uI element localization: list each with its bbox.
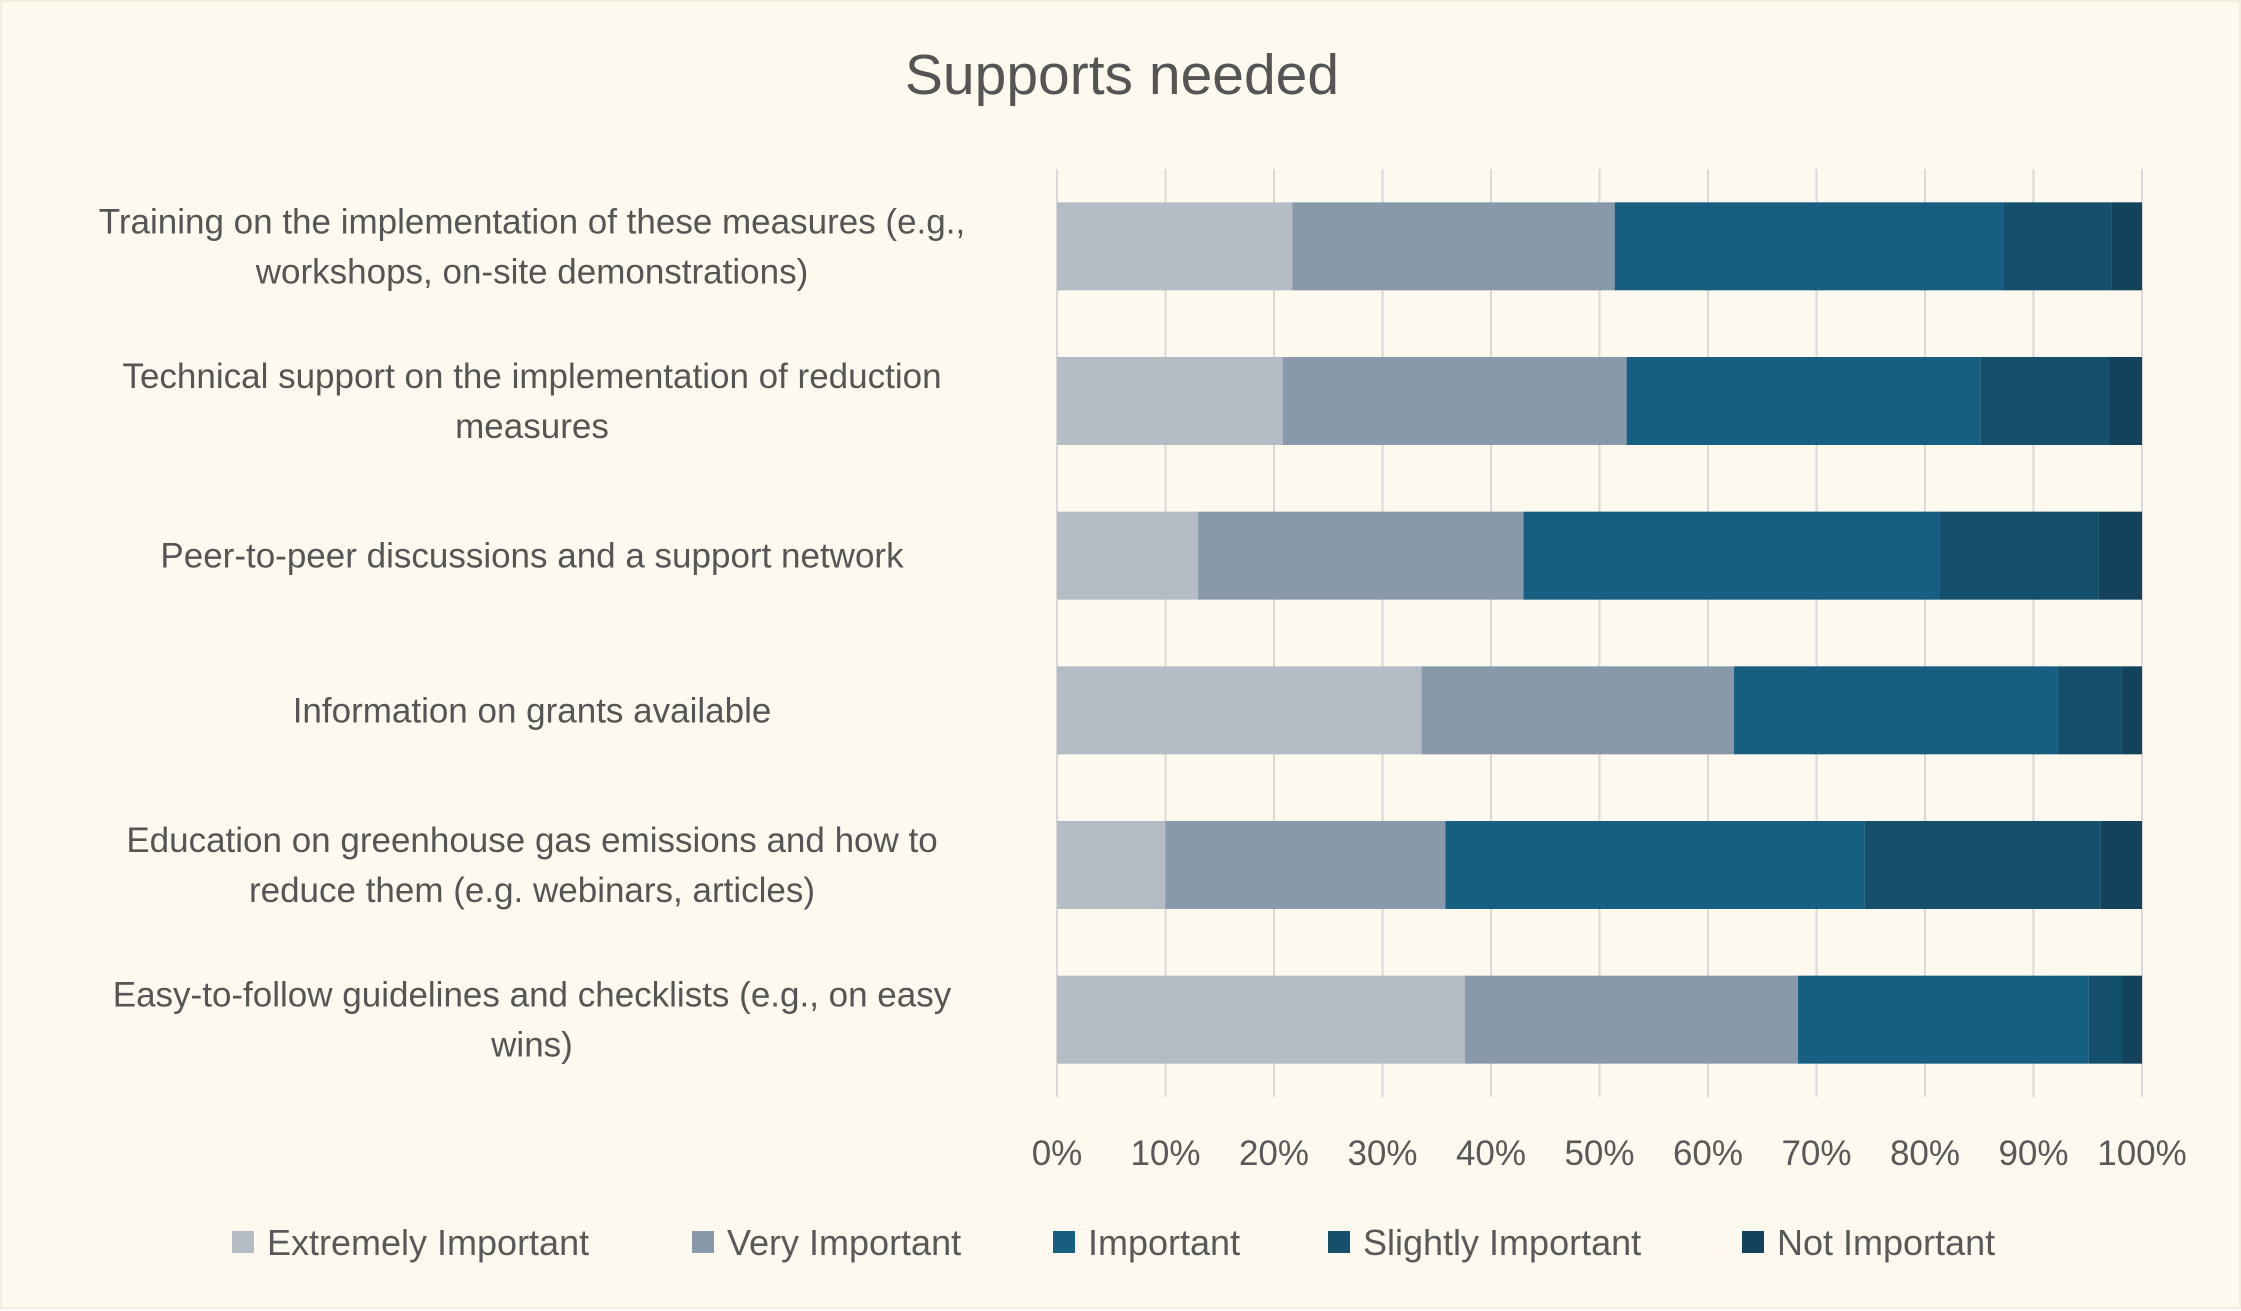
category-label: Information on grants available: [293, 691, 772, 730]
bar-segment-important: [1734, 666, 2058, 755]
legend-label: Very Important: [727, 1222, 961, 1263]
bar-segment-extremely-important: [1057, 202, 1293, 291]
x-tick-label: 30%: [1347, 1134, 1417, 1173]
x-tick-label: 50%: [1564, 1134, 1634, 1173]
bar-segment-slightly-important: [1980, 357, 2110, 445]
bar-segment-very-important: [1282, 357, 1627, 445]
bar-segment-very-important: [1421, 666, 1735, 755]
bar-segment-slightly-important: [2003, 202, 2112, 291]
bar-segment-not-important: [2100, 821, 2142, 909]
legend-swatch-extremely-important: [232, 1231, 254, 1253]
bar-segment-extremely-important: [1057, 821, 1166, 909]
category-label: Peer-to-peer discussions and a support n…: [160, 537, 904, 576]
x-tick-label: 0%: [1032, 1134, 1083, 1173]
x-tick-label: 70%: [1781, 1134, 1851, 1173]
chart-title: Supports needed: [905, 43, 1339, 107]
x-tick-label: 20%: [1239, 1134, 1309, 1173]
x-tick-label: 100%: [2097, 1134, 2187, 1173]
bar-segment-important: [1614, 202, 2004, 291]
x-tick-label: 10%: [1130, 1134, 1200, 1173]
bar-segment-important: [1523, 511, 1940, 600]
legend-swatch-slightly-important: [1328, 1231, 1350, 1253]
bar-segment-not-important: [2098, 511, 2142, 600]
bar-segment-very-important: [1292, 202, 1615, 291]
bar-segment-slightly-important: [2088, 975, 2123, 1064]
bar-segment-slightly-important: [1864, 821, 2101, 909]
category-label: Technical support on the implementation …: [122, 357, 941, 396]
x-tick-label: 40%: [1456, 1134, 1526, 1173]
bar-segment-slightly-important: [2057, 666, 2122, 755]
category-label: Easy-to-follow guidelines and checklists…: [113, 976, 952, 1015]
category-label: measures: [455, 407, 609, 446]
legend-label: Not Important: [1777, 1222, 1995, 1263]
category-label: Education on greenhouse gas emissions an…: [126, 821, 937, 860]
bar-segment-not-important: [2111, 202, 2142, 291]
legend-label: Extremely Important: [267, 1222, 589, 1263]
bar-segment-not-important: [2109, 357, 2142, 445]
bar-segment-important: [1798, 975, 2089, 1064]
legend-label: Important: [1088, 1222, 1240, 1263]
bar-segment-important: [1626, 357, 1981, 445]
bar-segment-very-important: [1198, 511, 1524, 600]
bar-segment-extremely-important: [1057, 975, 1465, 1064]
bar-segment-not-important: [2122, 975, 2142, 1064]
legend-swatch-not-important: [1742, 1231, 1764, 1253]
category-label: reduce them (e.g. webinars, articles): [249, 871, 815, 910]
legend-label: Slightly Important: [1363, 1222, 1641, 1263]
x-tick-label: 90%: [1998, 1134, 2068, 1173]
bar-segment-very-important: [1165, 821, 1446, 909]
x-tick-label: 60%: [1673, 1134, 1743, 1173]
category-label: workshops, on-site demonstrations): [255, 252, 808, 291]
bar-segment-extremely-important: [1057, 666, 1422, 755]
bar-segment-very-important: [1464, 975, 1799, 1064]
category-label: Training on the implementation of these …: [99, 202, 965, 241]
bar-segment-extremely-important: [1057, 511, 1199, 600]
category-label: wins): [490, 1026, 573, 1065]
bar-segment-slightly-important: [1939, 511, 2099, 600]
legend-swatch-very-important: [692, 1231, 714, 1253]
x-tick-label: 80%: [1890, 1134, 1960, 1173]
bar-segment-extremely-important: [1057, 357, 1283, 445]
bar-segment-not-important: [2121, 666, 2142, 755]
bar-segment-important: [1445, 821, 1865, 909]
legend-swatch-important: [1053, 1231, 1075, 1253]
